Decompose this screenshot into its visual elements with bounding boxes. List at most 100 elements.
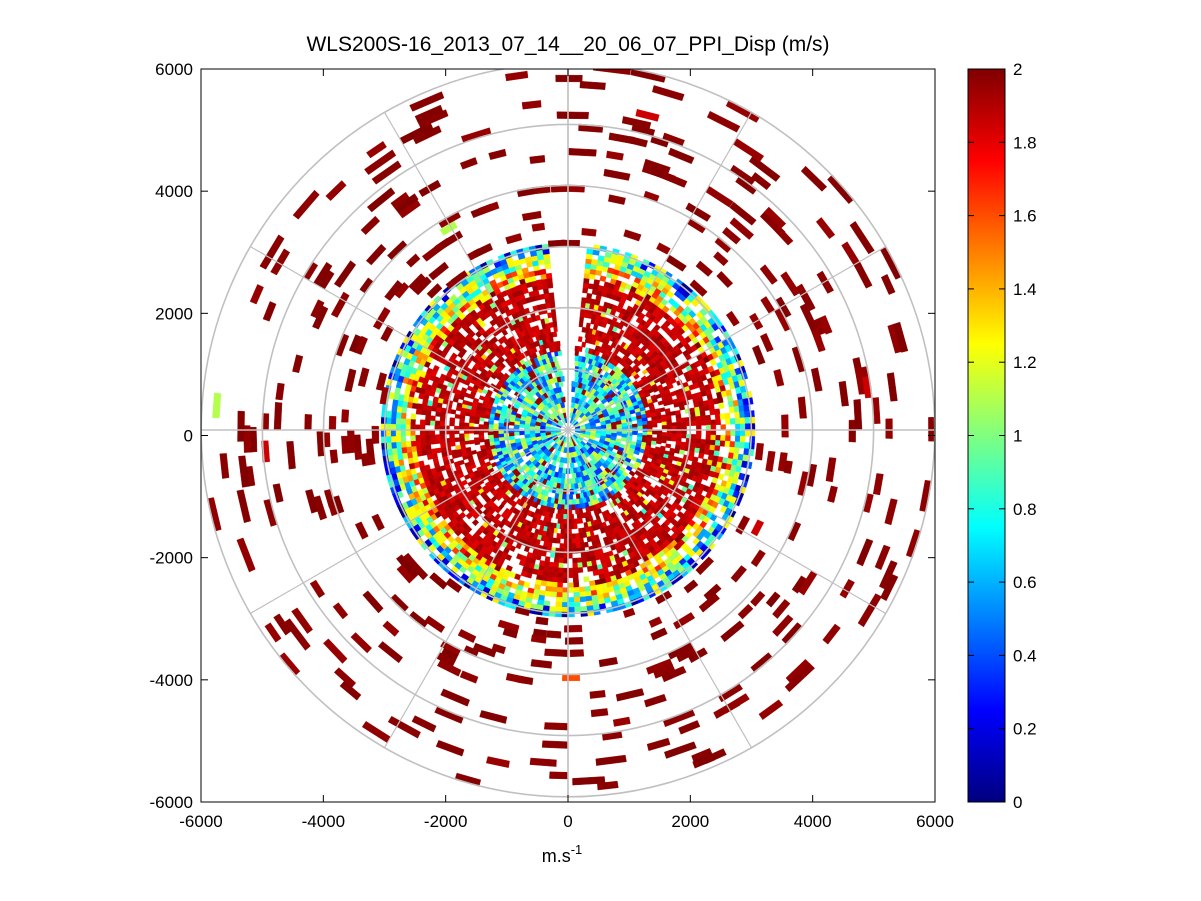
ppi-cell: [671, 422, 677, 427]
ppi-cell: [449, 437, 456, 443]
ppi-cell: [676, 421, 682, 427]
ppi-cell: [449, 421, 455, 427]
ppi-cell: [400, 435, 407, 442]
ppi-cell: [576, 513, 582, 519]
ppi-cell: [508, 432, 515, 437]
ppi-cell: [395, 411, 402, 419]
ppi-cell: [853, 399, 863, 430]
ppi-cell: [524, 430, 530, 435]
ppi-cell: [390, 417, 397, 425]
ppi-cell: [561, 597, 569, 603]
ppi-cell: [740, 423, 746, 431]
ppi-cell: [572, 577, 579, 583]
ppi-cell: [548, 292, 555, 299]
ppi-cell: [483, 424, 489, 430]
ppi-cell: [568, 509, 573, 515]
ppi-cell: [695, 420, 702, 426]
ppi-cell: [666, 422, 673, 427]
ppi-cell: [631, 423, 638, 428]
ppi-cell: [561, 602, 569, 608]
ppi-cell: [449, 433, 455, 439]
ppi-cell: [699, 443, 706, 450]
ppi-cell: [700, 420, 707, 426]
ppi-cell: [589, 690, 606, 699]
ppi-cell: [592, 569, 600, 576]
ppi-cell: [385, 435, 392, 443]
ppi-cell: [542, 288, 550, 295]
ppi-cell: [586, 248, 594, 255]
ppi-cell: [670, 410, 676, 416]
ppi-cell: [556, 587, 563, 593]
ppi-cell: [473, 430, 479, 435]
ppi-cell: [544, 263, 552, 270]
ppi-cell: [549, 552, 556, 558]
ppi-cell: [661, 432, 668, 437]
ppi-cell: [584, 590, 592, 597]
ppi-cell: [562, 587, 569, 593]
ppi-cell: [405, 429, 411, 436]
ppi-cell: [580, 606, 588, 612]
ppi-cell: [573, 587, 580, 593]
ppi-cell: [546, 327, 552, 334]
ppi-cell: [581, 556, 587, 563]
ppi-cell: [661, 435, 668, 440]
ppi-cell: [406, 446, 413, 453]
ppi-cell: [432, 396, 439, 403]
ppi-cell: [568, 494, 574, 500]
ppi-cell: [616, 424, 623, 429]
ppi-cell: [400, 412, 407, 419]
ppi-cell: [560, 508, 566, 515]
ppi-cell: [584, 268, 591, 275]
ppi-cell: [578, 586, 586, 593]
ppi-cell: [557, 572, 564, 579]
ppi-cell: [478, 434, 485, 440]
ppi-cell: [576, 557, 583, 564]
ppi-cell: [529, 155, 546, 164]
ppi-cell: [395, 441, 402, 449]
ppi-cell: [581, 341, 587, 348]
ppi-cell: [400, 441, 407, 448]
ppi-cell: [744, 429, 751, 437]
x-tick-label: -2000: [424, 812, 467, 831]
ppi-cell: [410, 413, 417, 420]
ppi-cell: [434, 434, 441, 440]
ppi-cell: [557, 518, 562, 525]
ppi-cell: [564, 624, 583, 633]
ppi-cell: [459, 418, 465, 424]
ppi-cell: [273, 402, 283, 431]
ppi-cell: [407, 457, 414, 465]
ppi-cell: [735, 429, 741, 437]
ppi-cell: [719, 440, 726, 447]
ppi-cell: [557, 577, 564, 583]
ppi-cell: [656, 432, 663, 438]
ppi-cell: [558, 562, 564, 569]
ppi-cell: [450, 409, 457, 415]
ppi-cell: [555, 596, 563, 603]
ppi-cell: [610, 421, 617, 427]
ppi-cell: [426, 448, 433, 456]
ppi-cell: [666, 418, 672, 424]
ppi-cell: [507, 403, 514, 410]
ppi-cell: [558, 462, 564, 469]
ppi-cell: [553, 557, 560, 564]
x-tick-label: 2000: [671, 812, 709, 831]
ppi-cell: [492, 423, 499, 428]
ppi-cell: [575, 542, 581, 549]
ppi-cell: [329, 449, 339, 464]
ppi-cell: [550, 586, 558, 593]
ppi-cell: [735, 423, 741, 431]
ppi-cell: [734, 417, 741, 425]
ppi-cell: [730, 429, 736, 437]
ppi-cell: [739, 441, 746, 449]
ppi-cell: [560, 528, 565, 535]
ppi-cell: [574, 533, 580, 539]
ppi-cell: [571, 472, 577, 479]
ppi-cell: [744, 423, 751, 431]
ppi-cell: [577, 346, 583, 352]
ppi-cell: [567, 606, 575, 613]
colorbar-tick-label: 0.6: [1013, 573, 1037, 592]
ppi-cell: [575, 493, 581, 500]
ppi-cell: [434, 438, 441, 445]
ppi-cell: [400, 418, 407, 425]
